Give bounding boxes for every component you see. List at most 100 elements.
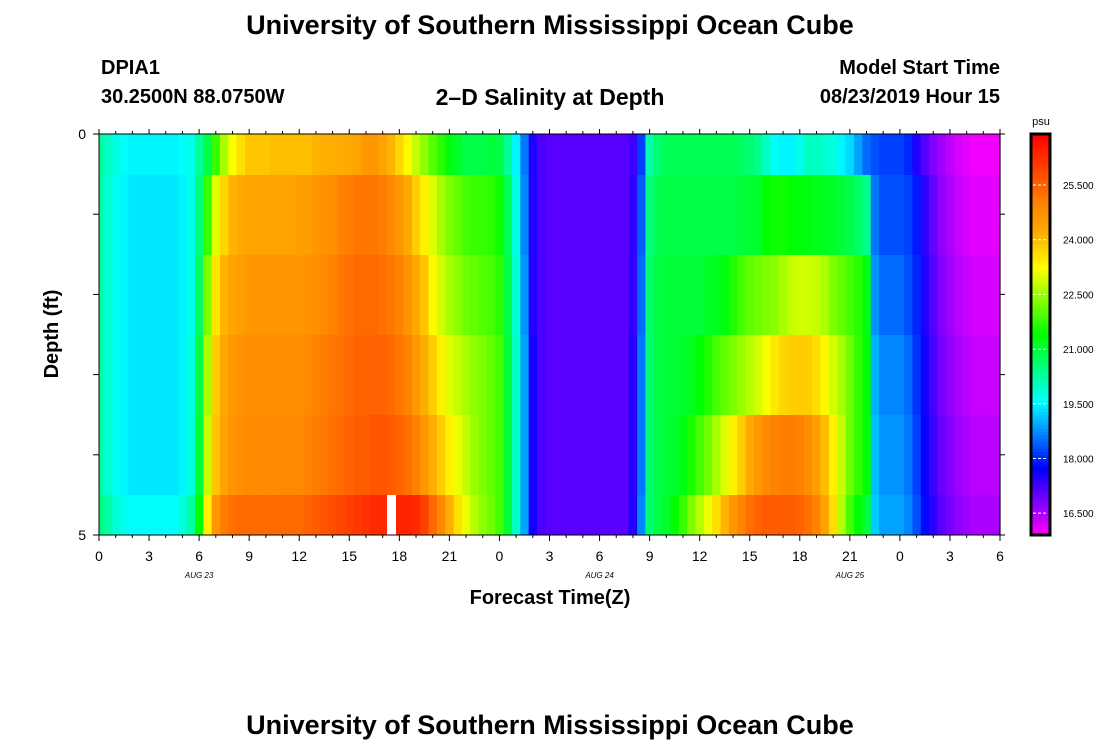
heatmap-cell <box>737 255 747 336</box>
heatmap-cell <box>528 134 538 176</box>
heatmap-cell <box>511 495 521 536</box>
colorbar-segment <box>1031 441 1050 446</box>
heatmap-cell <box>653 415 663 496</box>
heatmap-cell <box>762 495 772 536</box>
station-coordinates: 30.2500N 88.0750W <box>101 86 285 108</box>
heatmap-cell <box>845 335 855 416</box>
heatmap-cell <box>645 415 655 496</box>
heatmap-cell <box>103 415 113 496</box>
heatmap-cell <box>386 255 396 336</box>
heatmap-cell <box>478 134 488 176</box>
heatmap-cell <box>979 255 989 336</box>
heatmap-cell <box>712 415 722 496</box>
heatmap-cell <box>453 415 463 496</box>
heatmap-cell <box>753 255 763 336</box>
heatmap-cell <box>820 335 830 416</box>
heatmap-cell <box>553 415 563 496</box>
heatmap-cell <box>954 175 964 256</box>
heatmap-cell <box>578 335 588 416</box>
heatmap-cell <box>778 415 788 496</box>
heatmap-cell <box>286 415 296 496</box>
heatmap-cell <box>970 415 980 496</box>
heatmap-cell <box>128 134 138 176</box>
heatmap-cell <box>962 175 972 256</box>
heatmap-cell <box>762 255 772 336</box>
x-tick-label: 9 <box>245 548 253 564</box>
heatmap-cell <box>194 175 204 256</box>
colorbar-segment <box>1031 134 1050 138</box>
heatmap-cell <box>119 255 129 336</box>
heatmap-cell <box>236 175 246 256</box>
heatmap-cell <box>386 415 396 496</box>
heatmap-cell <box>211 134 221 176</box>
heatmap-cell <box>336 175 346 256</box>
colorbar-segment <box>1031 424 1050 429</box>
model-start-time: 08/23/2019 Hour 15 <box>819 86 1000 108</box>
heatmap-cell <box>278 495 288 536</box>
heatmap-cell <box>99 495 104 536</box>
colorbar-segment <box>1031 267 1050 272</box>
heatmap-cell <box>904 495 913 536</box>
heatmap-cell <box>219 175 229 256</box>
heatmap-cell <box>153 134 163 176</box>
heatmap-cell <box>562 335 571 416</box>
heatmap-cell <box>945 255 955 336</box>
colorbar-segment <box>1031 347 1050 352</box>
heatmap-cell <box>403 134 413 176</box>
heatmap-cell <box>945 175 955 256</box>
heatmap-cell <box>553 175 563 256</box>
heatmap-cell <box>119 415 129 496</box>
heatmap-cell <box>503 495 513 536</box>
colorbar-segment <box>1031 224 1050 229</box>
heatmap-cell <box>411 415 421 496</box>
heatmap-cell <box>979 495 989 536</box>
heatmap-cell <box>236 495 246 536</box>
colorbar-segment <box>1031 291 1050 295</box>
heatmap-cell <box>336 134 346 176</box>
heatmap-cell <box>453 255 463 336</box>
heatmap-cell <box>436 134 446 176</box>
heatmap-cell <box>578 415 588 496</box>
heatmap-cell <box>311 335 321 416</box>
heatmap-cell <box>486 495 496 536</box>
heatmap-cell <box>136 495 146 536</box>
colorbar-segment <box>1031 217 1050 222</box>
heatmap-cell <box>778 255 788 336</box>
heatmap-cell <box>787 134 797 176</box>
colorbar-segment <box>1031 504 1050 509</box>
heatmap-cell <box>587 134 596 176</box>
heatmap-cell <box>328 415 338 496</box>
heatmap-cell <box>219 335 229 416</box>
heatmap-cell <box>845 415 855 496</box>
colorbar-segment <box>1031 294 1050 299</box>
heatmap-cell <box>645 134 655 176</box>
heatmap-cell <box>303 495 313 536</box>
heatmap-cell <box>403 415 413 496</box>
heatmap-cell <box>904 415 913 496</box>
heatmap-cell <box>987 335 997 416</box>
heatmap-cell <box>603 335 613 416</box>
heatmap-cell <box>737 335 747 416</box>
colorbar-segment <box>1031 177 1050 182</box>
heatmap-cell <box>286 175 296 256</box>
heatmap-cell <box>870 255 880 336</box>
heatmap-cell <box>178 175 188 256</box>
heatmap-cell <box>912 335 922 416</box>
heatmap-cell <box>261 175 271 256</box>
heatmap-cell <box>712 335 722 416</box>
heatmap-cell <box>904 335 913 416</box>
colorbar-segment <box>1031 337 1050 342</box>
heatmap-cell <box>228 255 238 336</box>
colorbar-segment <box>1031 344 1050 349</box>
heatmap-cell <box>553 134 563 176</box>
heatmap-cell <box>103 175 113 256</box>
heatmap-cell <box>887 415 897 496</box>
colorbar-segment <box>1031 187 1050 192</box>
heatmap-cell <box>295 495 304 536</box>
heatmap-cell <box>370 335 380 416</box>
heatmap-cell <box>345 415 355 496</box>
heatmap-cell <box>328 495 338 536</box>
heatmap-cell <box>762 335 772 416</box>
heatmap-cell <box>411 495 421 536</box>
heatmap-cell <box>153 335 163 416</box>
